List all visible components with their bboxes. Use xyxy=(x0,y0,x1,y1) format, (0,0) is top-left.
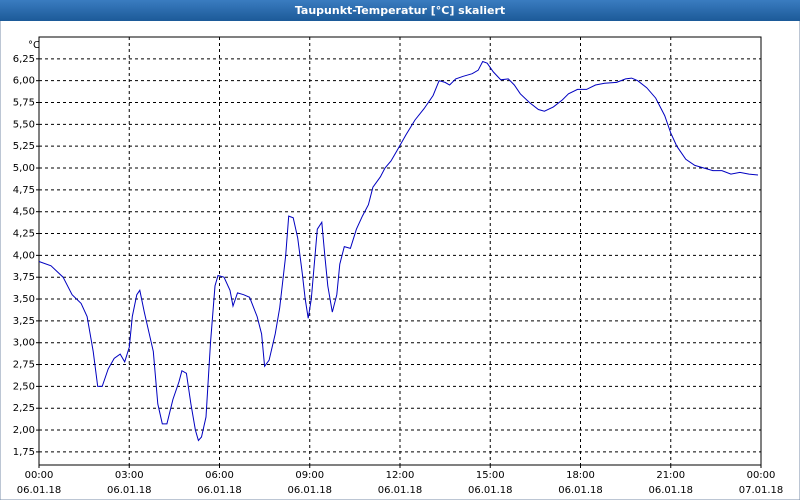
y-tick-label: 2,50 xyxy=(13,381,35,392)
x-tick-date: 07.01.18 xyxy=(739,485,784,496)
y-tick-label: 3,25 xyxy=(13,316,35,327)
x-tick-date: 06.01.18 xyxy=(197,485,242,496)
y-tick-label: 4,75 xyxy=(13,185,35,196)
data-line xyxy=(38,60,759,442)
y-tick-label: 2,00 xyxy=(13,425,35,436)
x-tick-label: 00:00 xyxy=(25,470,54,481)
x-tick-date: 06.01.18 xyxy=(648,485,693,496)
y-tick-label: 6,25 xyxy=(13,54,35,65)
x-tick-date: 06.01.18 xyxy=(17,485,62,496)
y-tick-label: 2,25 xyxy=(13,403,35,414)
y-tick-label: 5,25 xyxy=(13,141,35,152)
y-tick-label: 5,50 xyxy=(13,119,35,130)
x-tick-date: 06.01.18 xyxy=(378,485,423,496)
y-tick-label: 4,00 xyxy=(13,250,35,261)
y-tick-label: 3,50 xyxy=(13,294,35,305)
x-tick-label: 06:00 xyxy=(205,470,234,481)
y-tick-label: 2,75 xyxy=(13,360,35,371)
chart-title: Taupunkt-Temperatur [°C] skaliert xyxy=(295,4,505,17)
y-tick-label: 3,00 xyxy=(13,338,35,349)
x-tick-label: 09:00 xyxy=(295,470,324,481)
x-tick-label: 21:00 xyxy=(656,470,685,481)
x-tick-label: 12:00 xyxy=(386,470,415,481)
y-tick-label: 1,75 xyxy=(13,447,35,458)
x-tick-date: 06.01.18 xyxy=(558,485,603,496)
x-tick-date: 06.01.18 xyxy=(287,485,332,496)
x-tick-date: 06.01.18 xyxy=(107,485,152,496)
y-tick-label: 3,75 xyxy=(13,272,35,283)
x-tick-date: 06.01.18 xyxy=(468,485,513,496)
x-tick-label: 00:00 xyxy=(747,470,776,481)
y-tick-label: 4,25 xyxy=(13,229,35,240)
y-tick-label: 5,75 xyxy=(13,98,35,109)
x-tick-label: 18:00 xyxy=(566,470,595,481)
y-tick-label: 6,00 xyxy=(13,76,35,87)
y-unit: °C xyxy=(28,40,40,51)
x-tick-label: 03:00 xyxy=(115,470,144,481)
x-tick-label: 15:00 xyxy=(476,470,505,481)
y-tick-label: 5,00 xyxy=(13,163,35,174)
y-tick-label: 4,50 xyxy=(13,207,35,218)
title-bar xyxy=(0,0,800,21)
